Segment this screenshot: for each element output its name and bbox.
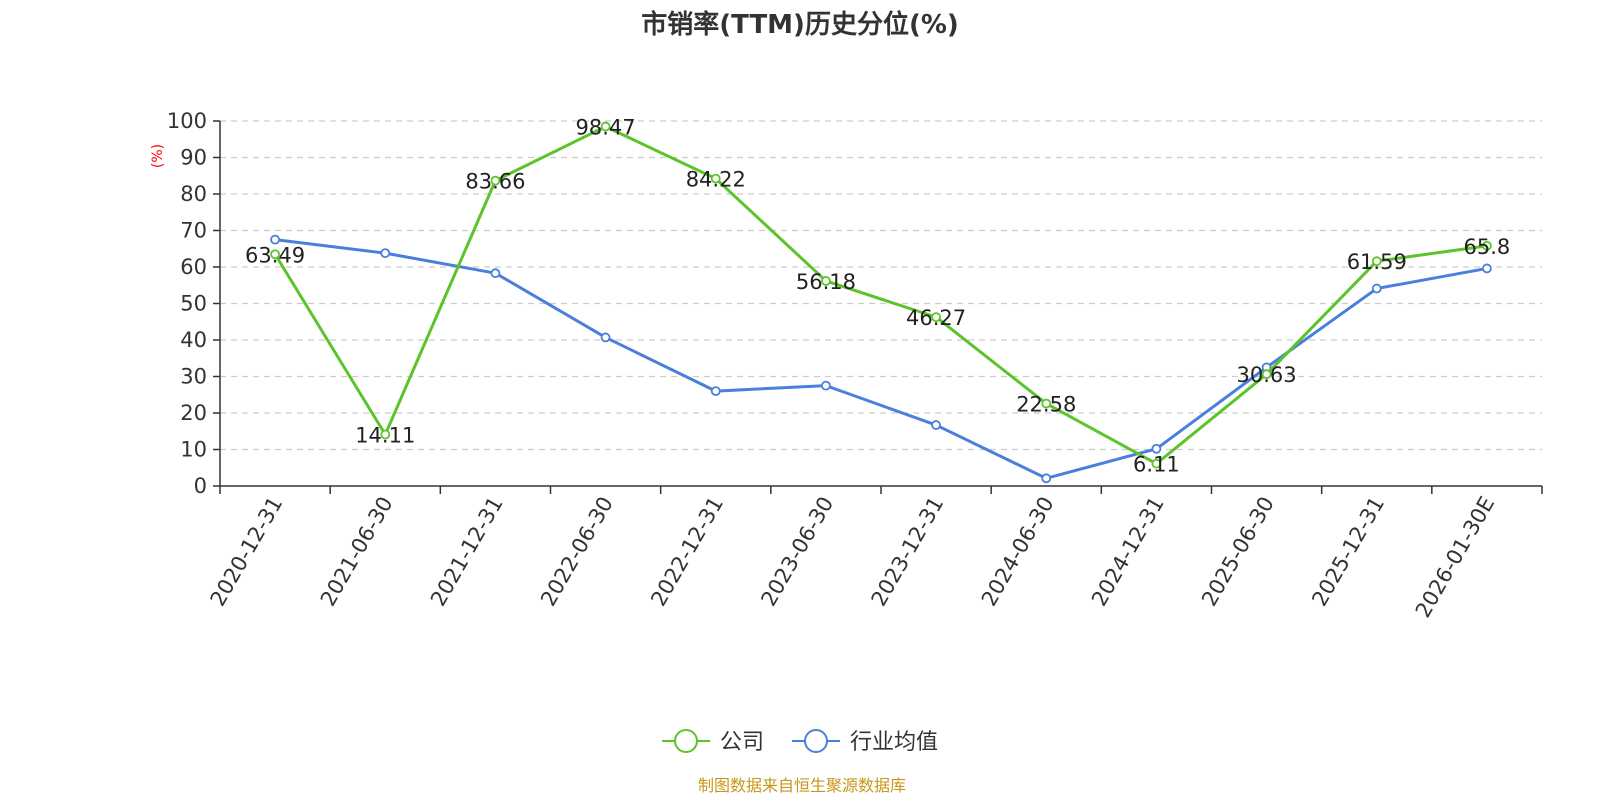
data-point (821, 380, 831, 391)
data-point (600, 332, 611, 343)
y-tick-label: 30 (180, 365, 207, 389)
x-tick-label: 2023-12-31 (867, 492, 949, 610)
y-tick-label: 80 (180, 182, 207, 206)
x-tick-label: 2022-06-30 (536, 493, 618, 611)
series-line-0 (273, 125, 1488, 466)
data-point (1151, 458, 1162, 469)
data-label: 56.18 (796, 270, 856, 294)
data-point (931, 312, 941, 323)
y-axis-label: (%) (150, 144, 166, 168)
data-point (710, 173, 721, 184)
y-tick-label: 20 (180, 401, 207, 425)
data-point (1371, 283, 1382, 294)
data-labels: 63.49 14.11 83.66 98.47 84.22 56.18 46.27 22.58… (245, 116, 1510, 477)
data-point (490, 268, 501, 279)
x-tick-label: 2026-01-30E (1411, 493, 1499, 622)
data-label: 6.11 (1133, 453, 1180, 477)
source-note: 制图数据来自恒生聚源数据库 (698, 776, 906, 795)
y-tick-label: 10 (180, 438, 207, 462)
data-label: 14.11 (355, 423, 415, 447)
y-tick-label: 100 (167, 109, 207, 133)
y-tick-label: 50 (180, 292, 207, 316)
data-point (1151, 443, 1162, 454)
y-tick-label: 40 (180, 328, 207, 352)
x-tick-label: 2024-06-30 (977, 493, 1059, 611)
data-label: 98.47 (576, 116, 636, 140)
legend-label: 行业均值 (850, 730, 938, 755)
data-label: 46.27 (906, 306, 966, 330)
x-tick-label: 2021-06-30 (316, 493, 398, 611)
data-point (380, 429, 391, 440)
series-line-1 (274, 238, 1488, 480)
data-point (270, 249, 280, 260)
legend: 公司 行业均值 (662, 729, 938, 755)
legend-marker (804, 729, 828, 753)
x-tick-label: 2023-06-30 (756, 493, 838, 611)
x-tick-label: 2024-12-31 (1087, 493, 1169, 611)
data-point (600, 121, 611, 132)
series (270, 121, 1492, 484)
data-label: 61.59 (1347, 250, 1407, 274)
data-point (380, 248, 391, 259)
data-point (931, 420, 941, 430)
y-tick-label: 70 (180, 219, 207, 243)
x-tick-label: 2022-12-31 (646, 493, 728, 611)
x-tick-label: 2025-12-31 (1307, 493, 1389, 611)
data-label: 65.8 (1464, 235, 1511, 259)
data-point (1041, 473, 1052, 484)
data-label: 83.66 (465, 170, 525, 194)
gridlines (220, 120, 1542, 451)
data-label: 84.22 (686, 168, 746, 192)
data-point (490, 175, 501, 186)
x-tick-label: 2020-12-31 (206, 493, 288, 611)
legend-marker (674, 729, 698, 753)
data-point (1482, 240, 1492, 251)
legend-label: 公司 (720, 730, 764, 755)
data-point (1041, 398, 1052, 409)
y-tick-label: 90 (180, 146, 207, 170)
y-tick-label: 60 (180, 255, 207, 279)
data-label: 30.63 (1237, 363, 1297, 387)
data-label: 22.58 (1016, 393, 1076, 417)
x-tick-label: 2021-12-31 (426, 492, 508, 610)
data-point (821, 276, 831, 286)
axes: 0 10 20 30 40 50 60 70 80 90 100 2020-12-31 2021-06-… (167, 109, 1543, 622)
data-label: 63.49 (245, 243, 305, 267)
data-point (1261, 369, 1272, 380)
chart-title: 市销率(TTM)历史分位(%) (641, 9, 959, 40)
x-tick-label: 2025-06-30 (1197, 493, 1279, 611)
y-tick-label: 0 (194, 474, 207, 498)
data-point (270, 234, 280, 245)
data-point (1371, 256, 1382, 267)
data-point (1482, 263, 1492, 274)
data-point (710, 386, 721, 397)
